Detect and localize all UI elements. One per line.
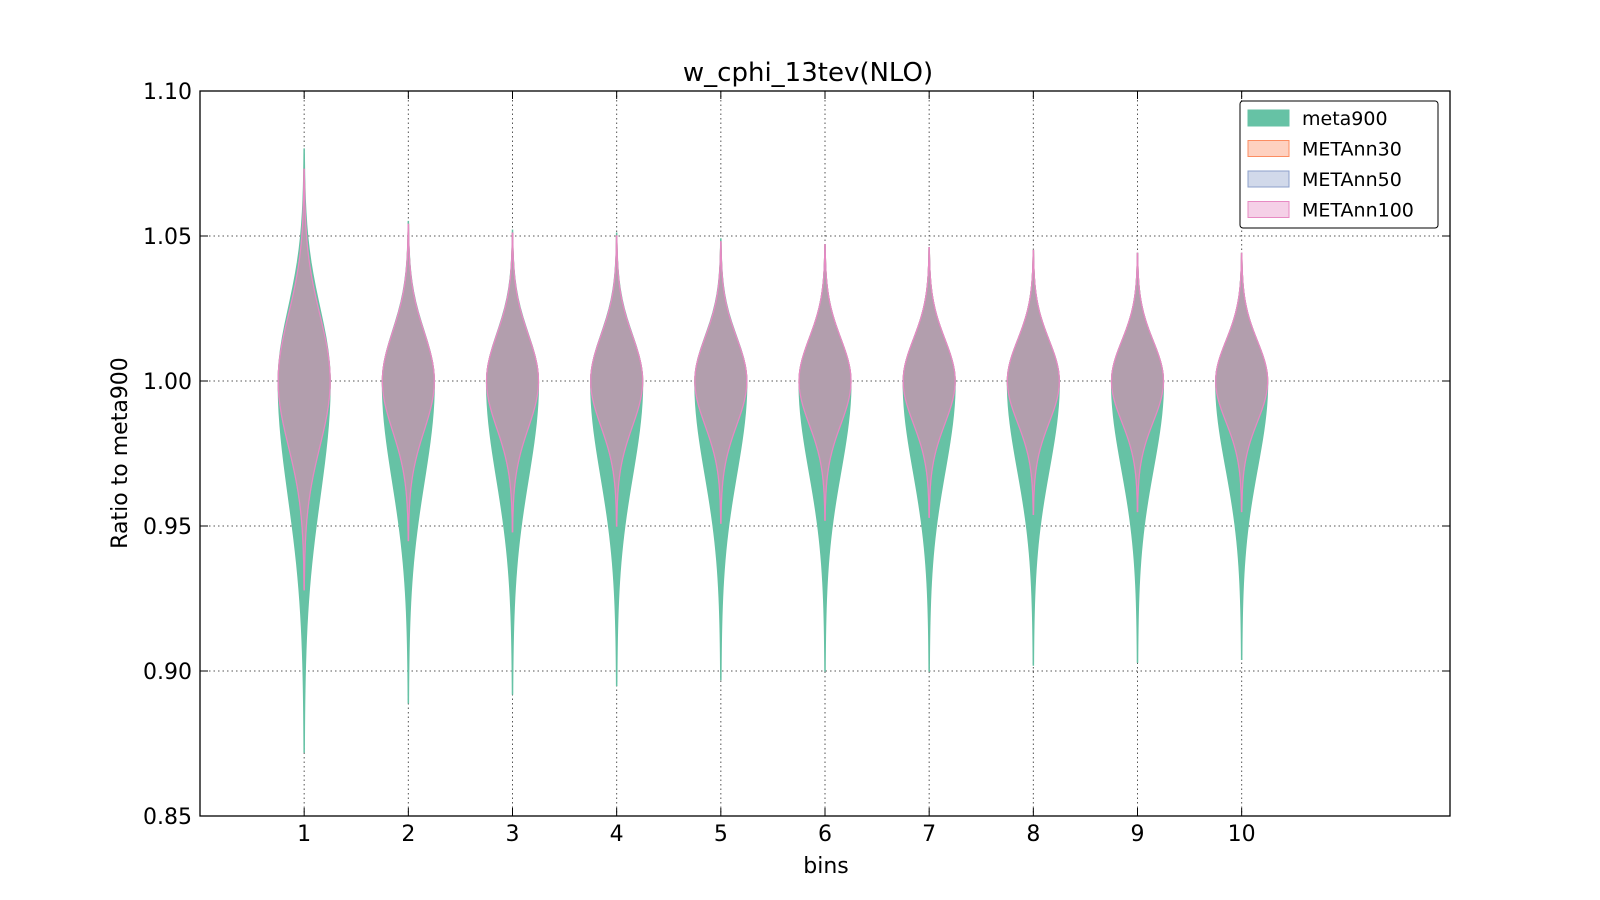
y-axis-label: Ratio to meta900 bbox=[108, 357, 133, 549]
x-axis: 1 2 3 4 5 6 7 8 9 10 bbox=[297, 91, 1256, 847]
legend: meta900 METAnn30 METAnn50 METAnn100 bbox=[1239, 100, 1439, 229]
violin-METAnn100-bin-9 bbox=[1110, 252, 1165, 513]
x-tick-label: 10 bbox=[1228, 822, 1256, 847]
x-tick-label: 8 bbox=[1026, 822, 1040, 847]
legend-swatch-METAnn30 bbox=[1247, 140, 1290, 157]
x-tick-label: 3 bbox=[506, 822, 520, 847]
y-tick-label: 1.05 bbox=[143, 225, 192, 250]
violin-METAnn100-bin-6 bbox=[798, 244, 852, 521]
violin-meta900-bin-2 bbox=[381, 220, 435, 704]
x-tick-label: 6 bbox=[818, 822, 832, 847]
chart-title: w_cphi_13tev(NLO) bbox=[683, 58, 933, 88]
legend-label-METAnn100: METAnn100 bbox=[1302, 200, 1414, 222]
y-tick-label: 1.00 bbox=[143, 370, 192, 395]
y-tick-label: 0.95 bbox=[143, 515, 192, 540]
violin-METAnn100-bin-3 bbox=[485, 232, 540, 533]
y-tick-label: 1.10 bbox=[143, 80, 192, 105]
legend-swatch-meta900 bbox=[1247, 109, 1290, 127]
x-axis-label: bins bbox=[803, 854, 848, 879]
x-tick-label: 1 bbox=[297, 822, 311, 847]
x-tick-label: 4 bbox=[610, 822, 624, 847]
x-tick-label: 9 bbox=[1131, 822, 1145, 847]
legend-label-METAnn50: METAnn50 bbox=[1302, 169, 1402, 191]
violin-meta900-bin-5 bbox=[694, 238, 748, 681]
y-axis: 0.85 0.90 0.95 1.00 1.05 1.10 bbox=[143, 80, 1450, 830]
violin-METAnn100-bin-5 bbox=[694, 241, 748, 524]
violin-METAnn100-bin-1 bbox=[277, 168, 331, 591]
violin-meta900-bin-3 bbox=[485, 229, 540, 695]
violin-meta900-bin-4 bbox=[590, 232, 644, 687]
violin-METAnn100-bin-2 bbox=[381, 223, 435, 542]
legend-label-meta900: meta900 bbox=[1302, 108, 1388, 130]
violin-METAnn100-bin-8 bbox=[1006, 249, 1060, 515]
x-tick-label: 2 bbox=[401, 822, 415, 847]
x-tick-label: 7 bbox=[922, 822, 936, 847]
legend-box bbox=[1239, 100, 1439, 229]
x-tick-label: 5 bbox=[714, 822, 728, 847]
legend-label-METAnn30: METAnn30 bbox=[1302, 139, 1402, 161]
legend-swatch-METAnn50 bbox=[1247, 170, 1290, 188]
legend-swatch-METAnn100 bbox=[1247, 201, 1290, 218]
y-tick-label: 0.85 bbox=[143, 805, 192, 830]
violin-METAnn100-bin-10 bbox=[1215, 252, 1269, 513]
violin-METAnn100-bin-7 bbox=[902, 247, 956, 518]
violin-METAnn100-bin-4 bbox=[590, 235, 644, 527]
violins bbox=[277, 148, 1269, 753]
violin-meta900-bin-1 bbox=[277, 148, 331, 753]
y-tick-label: 0.90 bbox=[143, 660, 192, 685]
